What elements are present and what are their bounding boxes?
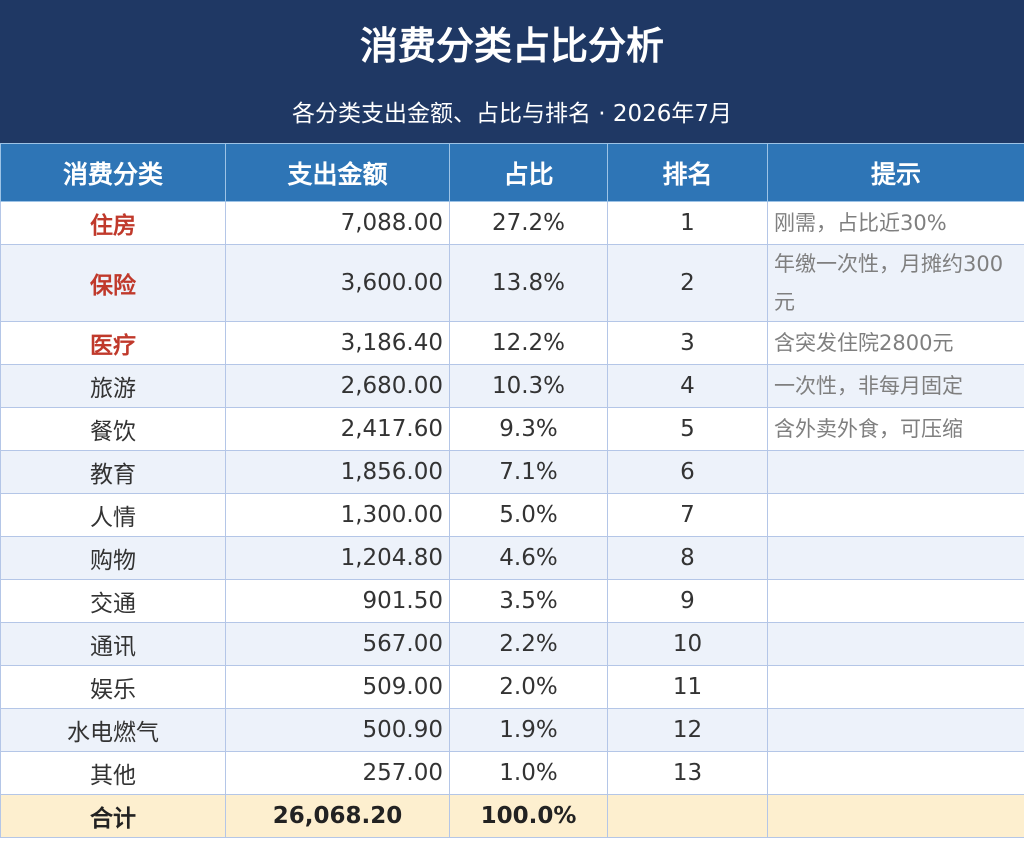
table-header-row: 消费分类 支出金额 占比 排名 提示 xyxy=(0,143,1024,202)
category-cell: 交通 xyxy=(0,579,226,623)
tip-cell xyxy=(767,751,1024,795)
rank-cell: 12 xyxy=(607,708,768,752)
rank-cell: 2 xyxy=(607,244,768,322)
rank-cell: 5 xyxy=(607,407,768,451)
tip-cell: 含突发住院2800元 xyxy=(767,321,1024,365)
amount-cell: 567.00 xyxy=(225,622,450,666)
category-cell: 医疗 xyxy=(0,321,226,365)
amount-cell: 3,600.00 xyxy=(225,244,450,322)
category-cell: 娱乐 xyxy=(0,665,226,709)
rank-cell: 9 xyxy=(607,579,768,623)
rank-cell: 11 xyxy=(607,665,768,709)
total-tip-cell xyxy=(767,794,1024,838)
amount-cell: 2,680.00 xyxy=(225,364,450,408)
percent-cell: 2.0% xyxy=(449,665,608,709)
category-cell: 水电燃气 xyxy=(0,708,226,752)
table-row: 餐饮 2,417.60 9.3% 5 含外卖外食，可压缩 xyxy=(0,407,1024,451)
rank-cell: 7 xyxy=(607,493,768,537)
percent-cell: 3.5% xyxy=(449,579,608,623)
table-row: 人情 1,300.00 5.0% 7 xyxy=(0,493,1024,537)
category-cell: 其他 xyxy=(0,751,226,795)
percent-cell: 13.8% xyxy=(449,244,608,322)
page-title: 消费分类占比分析 xyxy=(359,24,664,68)
total-rank-cell xyxy=(607,794,768,838)
percent-cell: 10.3% xyxy=(449,364,608,408)
table-row: 娱乐 509.00 2.0% 11 xyxy=(0,665,1024,709)
tip-cell: 一次性，非每月固定 xyxy=(767,364,1024,408)
percent-cell: 9.3% xyxy=(449,407,608,451)
table-row: 水电燃气 500.90 1.9% 12 xyxy=(0,708,1024,752)
rank-cell: 6 xyxy=(607,450,768,494)
total-label: 合计 xyxy=(0,794,226,838)
amount-cell: 3,186.40 xyxy=(225,321,450,365)
tip-cell xyxy=(767,622,1024,666)
tip-cell xyxy=(767,450,1024,494)
tip-cell xyxy=(767,536,1024,580)
table-row: 通讯 567.00 2.2% 10 xyxy=(0,622,1024,666)
column-header-amount: 支出金额 xyxy=(225,143,450,202)
amount-cell: 1,856.00 xyxy=(225,450,450,494)
amount-cell: 509.00 xyxy=(225,665,450,709)
category-cell: 保险 xyxy=(0,244,226,322)
amount-cell: 1,300.00 xyxy=(225,493,450,537)
table-row: 教育 1,856.00 7.1% 6 xyxy=(0,450,1024,494)
percent-cell: 1.0% xyxy=(449,751,608,795)
expense-table: 消费分类 支出金额 占比 排名 提示 住房 7,088.00 27.2% 1 刚需，占比… xyxy=(0,143,1024,838)
percent-cell: 27.2% xyxy=(449,201,608,245)
amount-cell: 1,204.80 xyxy=(225,536,450,580)
table-row: 其他 257.00 1.0% 13 xyxy=(0,751,1024,795)
category-cell: 购物 xyxy=(0,536,226,580)
column-header-tip: 提示 xyxy=(767,143,1024,202)
rank-cell: 13 xyxy=(607,751,768,795)
tip-cell xyxy=(767,493,1024,537)
rank-cell: 1 xyxy=(607,201,768,245)
amount-cell: 257.00 xyxy=(225,751,450,795)
percent-cell: 1.9% xyxy=(449,708,608,752)
category-cell: 人情 xyxy=(0,493,226,537)
amount-cell: 7,088.00 xyxy=(225,201,450,245)
percent-cell: 2.2% xyxy=(449,622,608,666)
tip-cell: 刚需，占比近30% xyxy=(767,201,1024,245)
table-row: 交通 901.50 3.5% 9 xyxy=(0,579,1024,623)
table-row: 医疗 3,186.40 12.2% 3 含突发住院2800元 xyxy=(0,321,1024,365)
page-subtitle: 各分类支出金额、占比与排名 · 2026年7月 xyxy=(291,101,733,127)
amount-cell: 500.90 xyxy=(225,708,450,752)
rank-cell: 8 xyxy=(607,536,768,580)
table-row: 住房 7,088.00 27.2% 1 刚需，占比近30% xyxy=(0,201,1024,245)
amount-cell: 901.50 xyxy=(225,579,450,623)
column-header-percent: 占比 xyxy=(449,143,608,202)
column-header-rank: 排名 xyxy=(607,143,768,202)
tip-cell xyxy=(767,708,1024,752)
total-percent: 100.0% xyxy=(449,794,608,838)
amount-cell: 2,417.60 xyxy=(225,407,450,451)
table-row: 旅游 2,680.00 10.3% 4 一次性，非每月固定 xyxy=(0,364,1024,408)
category-cell: 旅游 xyxy=(0,364,226,408)
rank-cell: 10 xyxy=(607,622,768,666)
tip-cell: 含外卖外食，可压缩 xyxy=(767,407,1024,451)
tip-cell xyxy=(767,665,1024,709)
category-cell: 教育 xyxy=(0,450,226,494)
percent-cell: 12.2% xyxy=(449,321,608,365)
category-cell: 餐饮 xyxy=(0,407,226,451)
tip-cell xyxy=(767,579,1024,623)
category-cell: 住房 xyxy=(0,201,226,245)
title-banner: 消费分类占比分析 各分类支出金额、占比与排名 · 2026年7月 xyxy=(0,0,1024,143)
total-amount: 26,068.20 xyxy=(225,794,450,838)
column-header-category: 消费分类 xyxy=(0,143,226,202)
percent-cell: 7.1% xyxy=(449,450,608,494)
table-row: 购物 1,204.80 4.6% 8 xyxy=(0,536,1024,580)
rank-cell: 3 xyxy=(607,321,768,365)
percent-cell: 5.0% xyxy=(449,493,608,537)
total-row: 合计 26,068.20 100.0% xyxy=(0,794,1024,838)
percent-cell: 4.6% xyxy=(449,536,608,580)
rank-cell: 4 xyxy=(607,364,768,408)
table-row: 保险 3,600.00 13.8% 2 年缴一次性，月摊约300元 xyxy=(0,244,1024,322)
category-cell: 通讯 xyxy=(0,622,226,666)
tip-cell: 年缴一次性，月摊约300元 xyxy=(767,244,1024,322)
